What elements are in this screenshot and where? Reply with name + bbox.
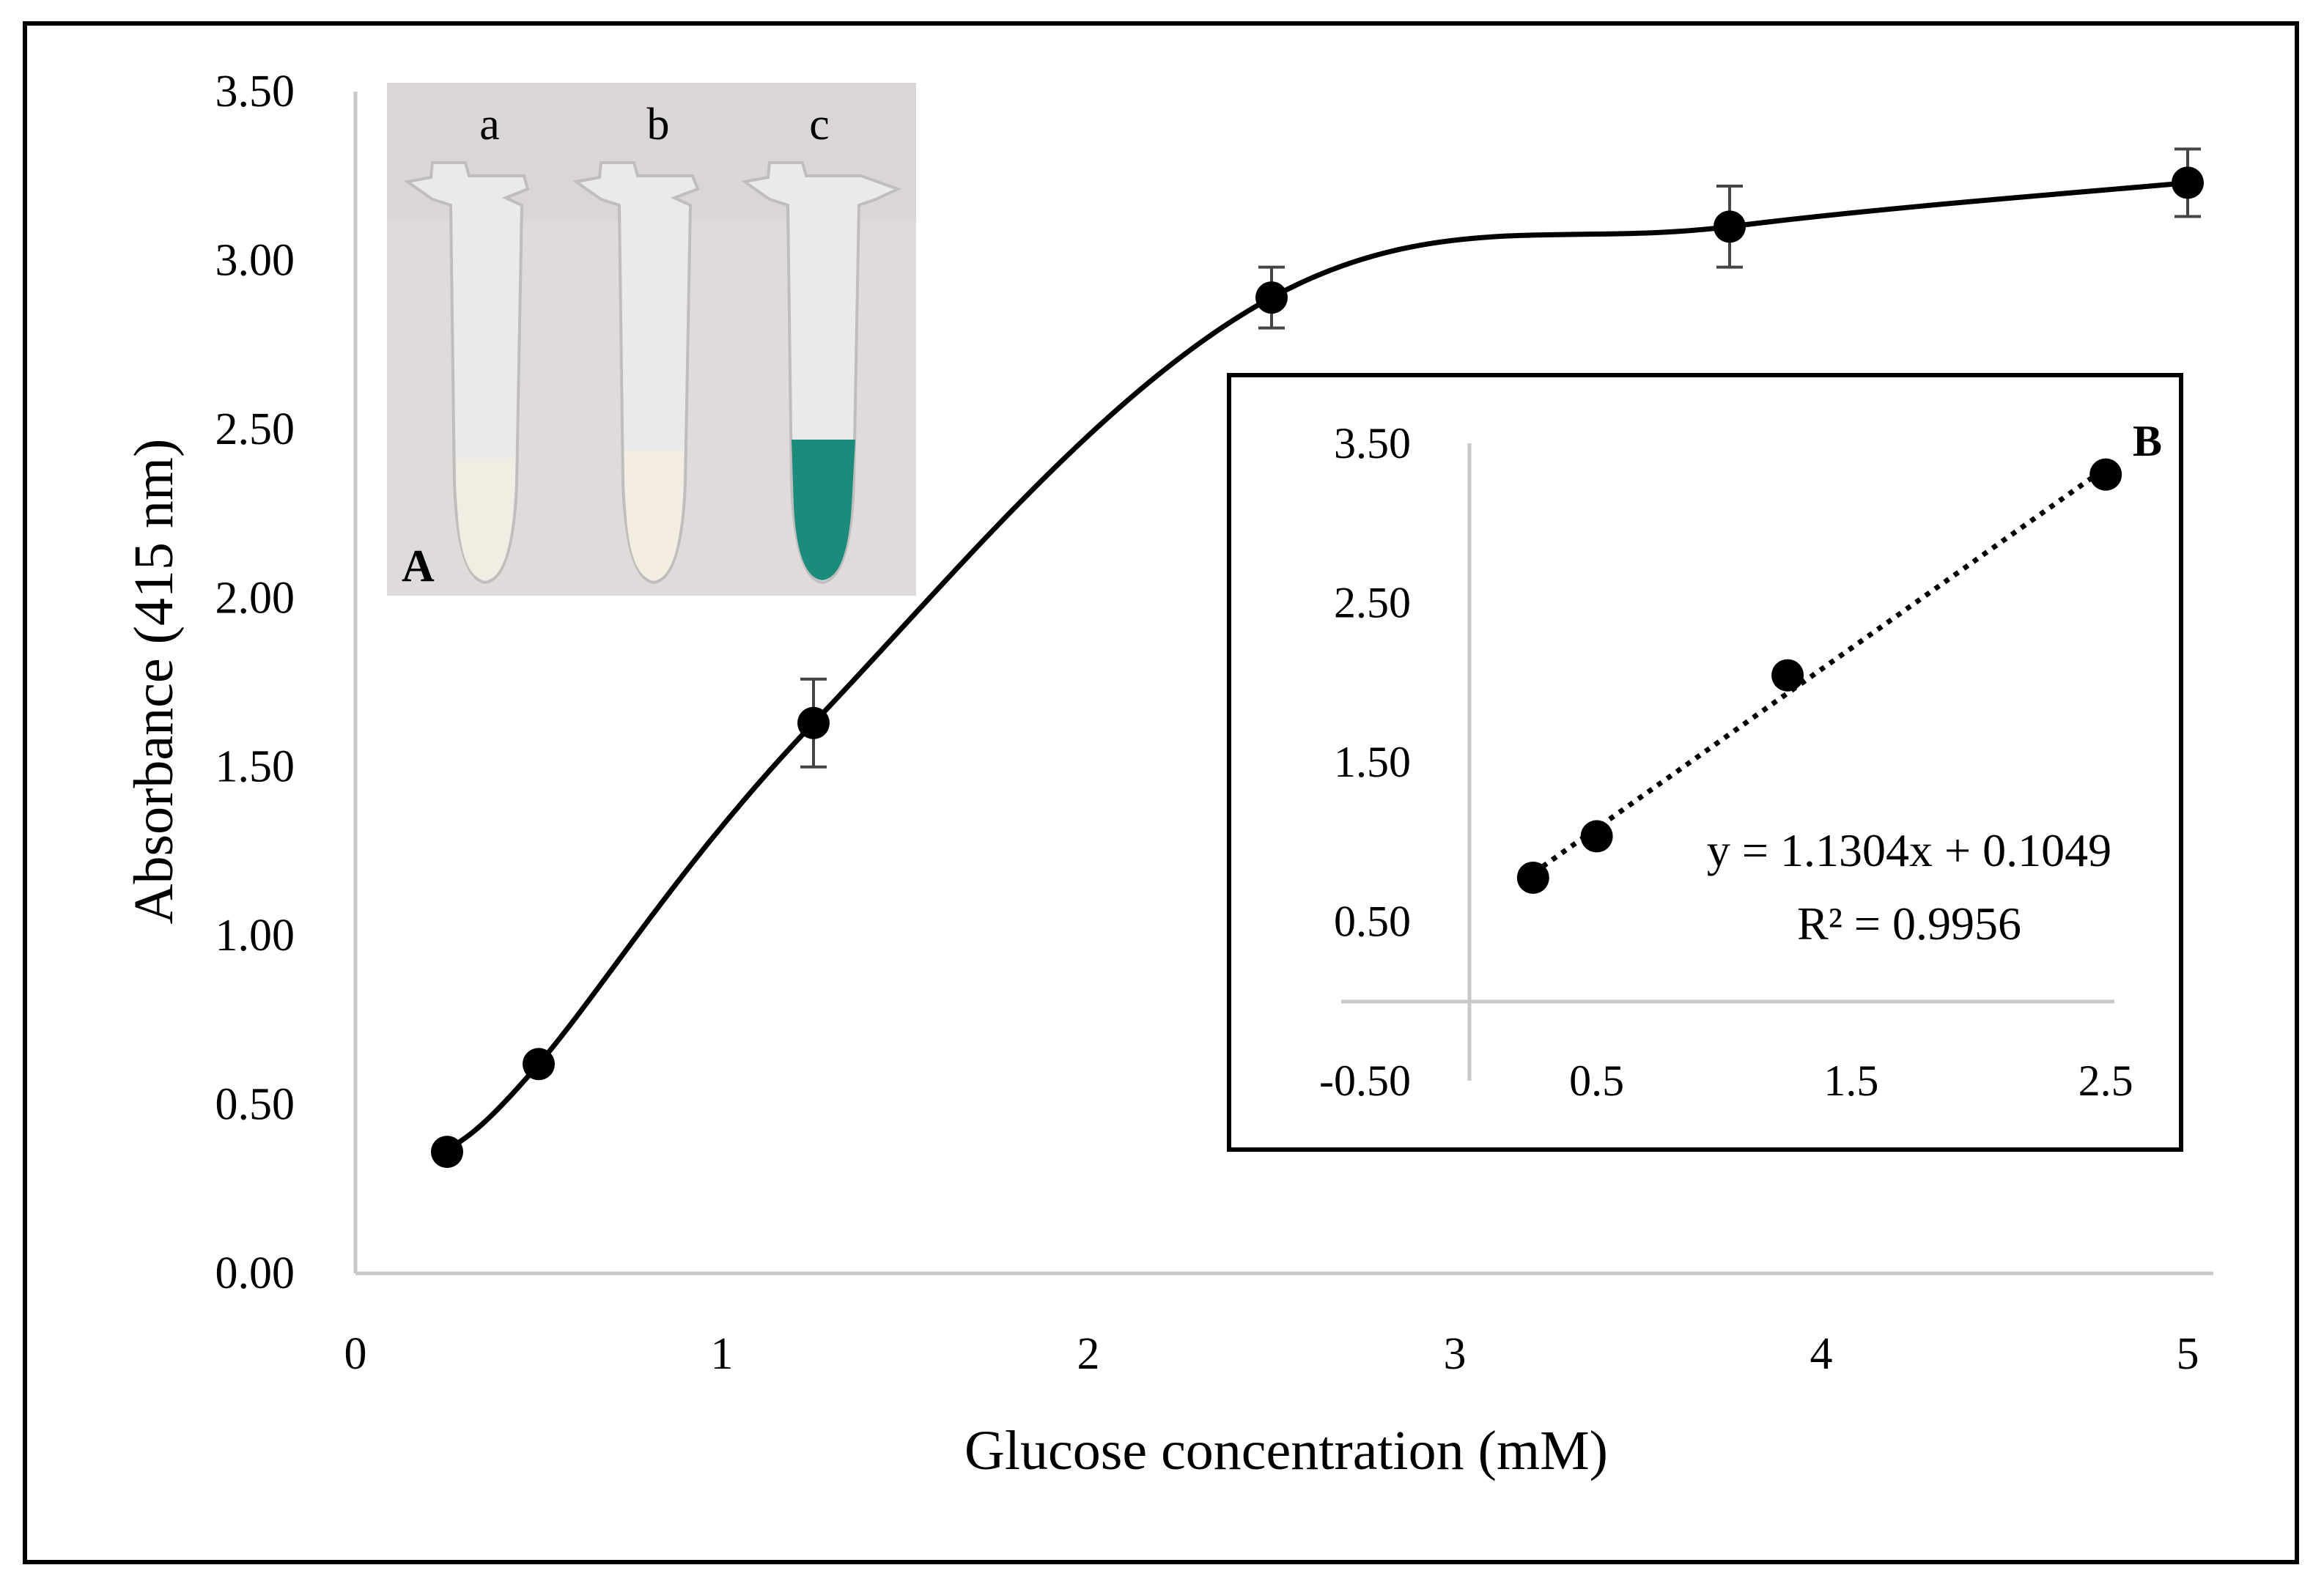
y-tick-label-7: 3.50 xyxy=(215,67,295,116)
x-tick-label-1: 1 xyxy=(711,1329,734,1379)
x-tick-label-5: 5 xyxy=(2177,1329,2199,1379)
inset-frame xyxy=(1227,373,2183,1152)
tube-c-contents xyxy=(792,440,855,580)
inset-y-tick-label-1: 0.50 xyxy=(1334,898,1411,946)
data-points xyxy=(431,166,2204,1169)
inset-data-points xyxy=(1516,458,2122,894)
data-point-2 xyxy=(797,706,830,739)
trendline-r2: R² = 0.9956 xyxy=(1797,898,2021,950)
data-point-1 xyxy=(523,1048,555,1081)
y-tick-labels: 0.00 0.50 1.00 1.50 2.00 2.50 3.00 3.50 xyxy=(215,67,295,1298)
y-tick-label-2: 1.00 xyxy=(215,911,295,961)
data-point-5 xyxy=(2172,166,2204,199)
inset-y-tick-labels: -0.50 0.50 1.50 2.50 3.50 xyxy=(1319,419,1411,1105)
y-tick-label-5: 2.50 xyxy=(215,404,295,454)
trendline-equation: y = 1.1304x + 0.1049 xyxy=(1707,824,2111,876)
y-tick-label-0: 0.00 xyxy=(215,1248,295,1298)
tube-b-contents xyxy=(624,451,684,580)
inset-x-tick-label-0: 0.5 xyxy=(1569,1057,1624,1105)
tube-c-label: c xyxy=(809,100,830,149)
inset-x-tick-label-1: 1.5 xyxy=(1823,1057,1878,1105)
tube-a-contents xyxy=(456,458,515,580)
data-point-3 xyxy=(1255,281,1288,314)
tube-a: a xyxy=(403,100,530,585)
inset-y-tick-label-2: 1.50 xyxy=(1334,738,1411,786)
inset-data-point-2 xyxy=(1771,659,1804,692)
series-line xyxy=(445,180,2188,1154)
y-tick-label-4: 2.00 xyxy=(215,573,295,623)
y-tick-label-6: 3.00 xyxy=(215,235,295,285)
x-tick-label-3: 3 xyxy=(1444,1329,1467,1379)
tube-b: b xyxy=(572,100,700,585)
y-tick-label-1: 0.50 xyxy=(215,1080,295,1130)
data-point-0 xyxy=(431,1136,463,1169)
tube-a-label: a xyxy=(479,100,500,149)
inset-data-point-3 xyxy=(2089,458,2122,491)
inset-chart: -0.50 0.50 1.50 2.50 3.50 0.5 1.5 2.5 y = 1.13… xyxy=(1227,373,2183,1152)
data-point-4 xyxy=(1714,210,1746,243)
inset-data-point-1 xyxy=(1580,820,1613,853)
x-tick-label-2: 2 xyxy=(1077,1329,1100,1379)
inset-x-tick-label-2: 2.5 xyxy=(2078,1057,2133,1105)
error-bars xyxy=(800,147,2201,769)
panel-label-b: B xyxy=(2133,417,2162,465)
x-axis-label: Glucose concentration (mM) xyxy=(964,1420,1608,1481)
tube-c: c xyxy=(740,100,902,585)
inset-y-tick-label-4: 3.50 xyxy=(1334,419,1411,467)
tube-c-body xyxy=(740,161,902,585)
inset-x-tick-labels: 0.5 1.5 2.5 xyxy=(1569,1057,2133,1105)
photo-inset: a b c A xyxy=(387,83,916,596)
y-tick-label-3: 1.50 xyxy=(215,742,295,792)
panel-label-a: A xyxy=(402,541,435,591)
x-tick-label-4: 4 xyxy=(1810,1329,1833,1379)
inset-y-tick-label-3: 2.50 xyxy=(1334,579,1411,627)
figure-border xyxy=(23,21,2299,1564)
inset-data-point-0 xyxy=(1516,861,1549,894)
y-axis-label: Absorbance (415 nm) xyxy=(123,439,185,925)
inset-y-tick-label-0: -0.50 xyxy=(1319,1057,1411,1105)
tube-b-label: b xyxy=(647,100,670,149)
x-tick-label-0: 0 xyxy=(344,1329,367,1379)
x-tick-labels: 0 1 2 3 4 5 xyxy=(344,1329,2199,1379)
